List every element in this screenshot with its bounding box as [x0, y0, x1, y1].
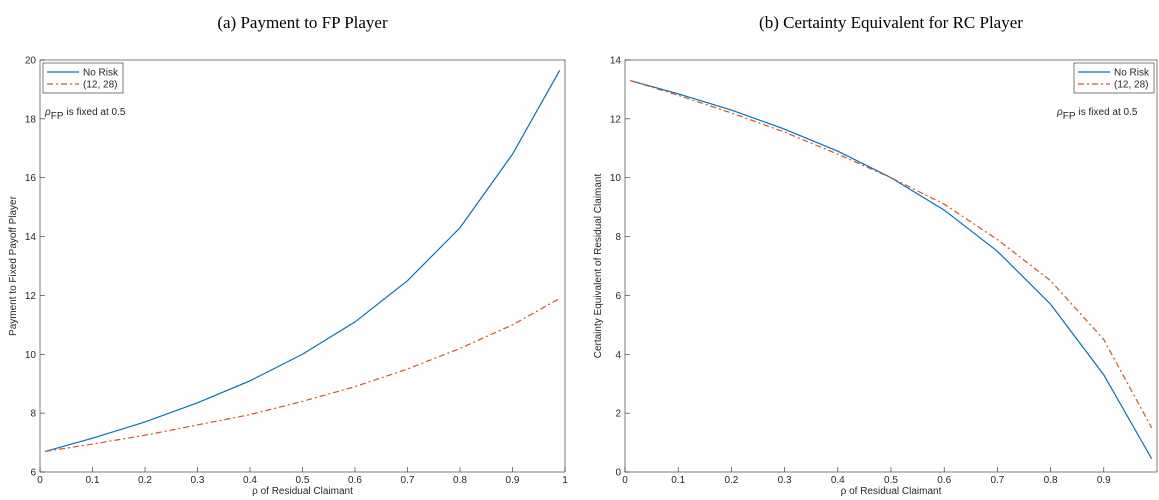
annotation-symbol: ρ	[1056, 107, 1063, 118]
plot-frame	[624, 59, 1158, 473]
y-tick-label: 10	[25, 350, 37, 361]
y-tick-label: 14	[610, 56, 622, 67]
x-axis-label: ρ of Residual Claimant	[252, 486, 353, 497]
legend-box	[1073, 62, 1155, 94]
legend-box	[42, 62, 124, 94]
y-tick-label: 12	[25, 291, 37, 302]
y-tick-label: 6	[615, 291, 621, 302]
x-tick-label: 0	[622, 475, 628, 486]
x-tick-label: 1	[562, 475, 568, 486]
x-tick-label: 0.7	[401, 475, 415, 486]
annotation-symbol: ρ	[44, 107, 51, 118]
x-tick-label: 0.6	[937, 475, 951, 486]
legend-label: No Risk	[1114, 68, 1150, 79]
x-tick-label: 0.8	[453, 475, 467, 486]
x-tick-label: 0.9	[1097, 475, 1111, 486]
x-tick-label: 0.8	[1044, 475, 1058, 486]
y-tick-label: 0	[615, 468, 621, 479]
annotation-subscript: FP	[51, 111, 64, 122]
y-axis-label: Certainty Equivalent of Residual Claiman…	[593, 174, 604, 359]
annotation-subscript: FP	[1063, 111, 1076, 122]
chart-title: (b) Certainty Equivalent for RC Player	[759, 13, 1023, 32]
x-tick-label: 0.4	[831, 475, 845, 486]
x-tick-label: 0.2	[138, 475, 152, 486]
x-tick-label: 0.5	[296, 475, 310, 486]
y-tick-label: 8	[30, 409, 36, 420]
x-tick-label: 0.2	[724, 475, 738, 486]
x-tick-label: 0	[37, 475, 43, 486]
x-axis-label: ρ of Residual Claimant	[841, 486, 942, 497]
y-tick-label: 10	[610, 173, 622, 184]
chart-title: (a) Payment to FP Player	[217, 13, 388, 32]
x-tick-label: 0.1	[671, 475, 685, 486]
legend-label: No Risk	[83, 68, 119, 79]
x-tick-label: 0.7	[990, 475, 1004, 486]
annotation: ρFP is fixed at 0.5	[44, 107, 126, 122]
y-tick-label: 4	[615, 350, 621, 361]
series-line	[630, 80, 1153, 460]
y-tick-label: 8	[615, 232, 621, 243]
y-tick-label: 14	[25, 232, 37, 243]
x-tick-label: 0.1	[86, 475, 100, 486]
x-tick-label: 0.6	[348, 475, 362, 486]
series-line	[630, 80, 1153, 429]
x-tick-label: 0.9	[506, 475, 520, 486]
series-line	[45, 70, 561, 452]
annotation: ρFP is fixed at 0.5	[1056, 107, 1138, 122]
y-tick-label: 12	[610, 114, 622, 125]
y-axis-label: Payment to Fixed Payoff Player	[8, 195, 19, 336]
x-tick-label: 0.4	[243, 475, 257, 486]
y-tick-label: 6	[30, 468, 36, 479]
x-tick-label: 0.3	[778, 475, 792, 486]
legend-label: (12, 28)	[83, 80, 117, 91]
plot-frame	[39, 59, 566, 473]
annotation-text: is fixed at 0.5	[67, 107, 126, 118]
annotation-text: is fixed at 0.5	[1079, 107, 1138, 118]
y-tick-label: 2	[615, 409, 621, 420]
y-tick-label: 18	[25, 114, 37, 125]
x-tick-label: 0.5	[884, 475, 898, 486]
x-tick-label: 0.3	[191, 475, 205, 486]
y-tick-label: 16	[25, 173, 37, 184]
series-line	[45, 297, 561, 452]
legend-label: (12, 28)	[1114, 80, 1148, 91]
y-tick-label: 20	[25, 56, 37, 67]
